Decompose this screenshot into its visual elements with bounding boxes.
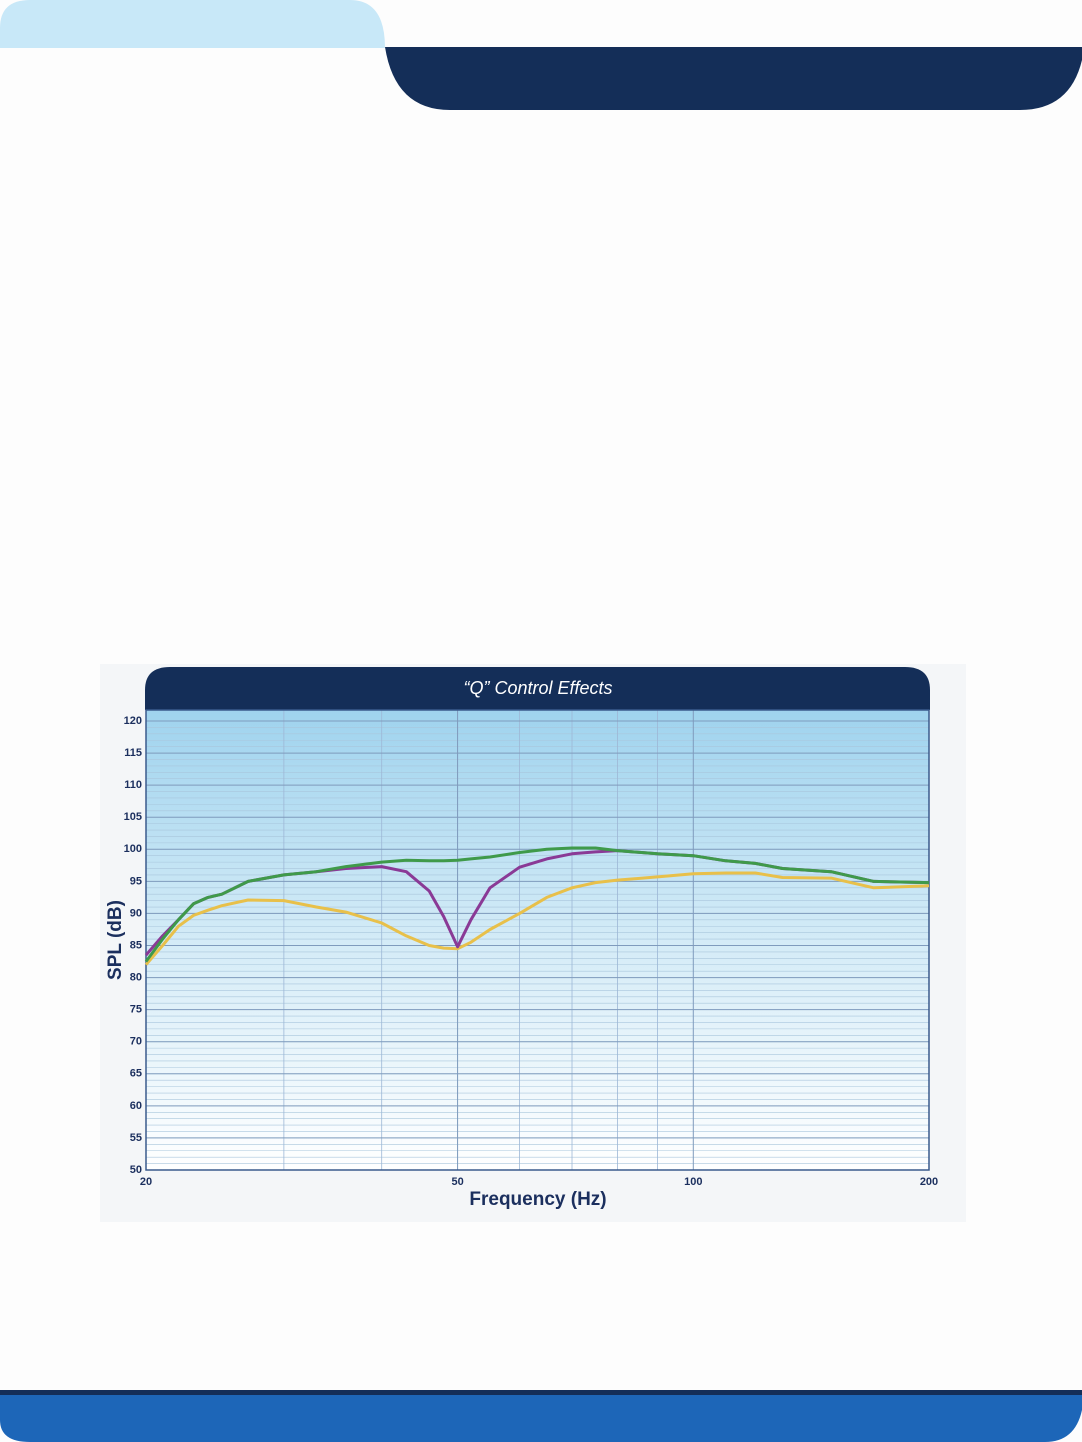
y-tick-label: 80 xyxy=(130,971,142,983)
footer-bar xyxy=(0,1395,1082,1442)
y-tick-label: 60 xyxy=(130,1100,142,1112)
plot-area xyxy=(146,710,929,1170)
y-tick-label: 120 xyxy=(124,715,142,727)
x-tick-label: 100 xyxy=(684,1176,702,1188)
y-tick-label: 100 xyxy=(124,843,142,855)
y-tick-label: 115 xyxy=(124,747,142,759)
series-line xyxy=(144,846,930,963)
header-banner xyxy=(385,47,1082,110)
chart-title-bar xyxy=(145,667,930,710)
footer-rule xyxy=(0,1390,1082,1395)
y-tick-label: 70 xyxy=(130,1036,142,1048)
x-tick-label: 20 xyxy=(140,1176,152,1188)
x-tick-label: 50 xyxy=(451,1176,463,1188)
chart-title: “Q” Control Effects xyxy=(463,678,612,698)
plot-frame xyxy=(145,709,930,1171)
y-tick-label: 65 xyxy=(130,1068,142,1080)
header-tab xyxy=(0,0,385,48)
series-line xyxy=(144,871,930,966)
y-tick-label: 55 xyxy=(130,1132,142,1144)
y-tick-label: 110 xyxy=(124,779,142,791)
y-tick-label: 90 xyxy=(130,907,142,919)
y-tick-label: 95 xyxy=(130,875,142,887)
y-tick-label: 50 xyxy=(130,1164,142,1176)
y-tick-label: 75 xyxy=(130,1004,142,1016)
y-tick-label: 105 xyxy=(124,811,142,823)
x-tick-label: 200 xyxy=(920,1176,938,1188)
y-tick-label: 85 xyxy=(130,939,142,951)
y-axis-label: SPL (dB) xyxy=(105,900,126,980)
x-axis-label: Frequency (Hz) xyxy=(469,1189,606,1210)
